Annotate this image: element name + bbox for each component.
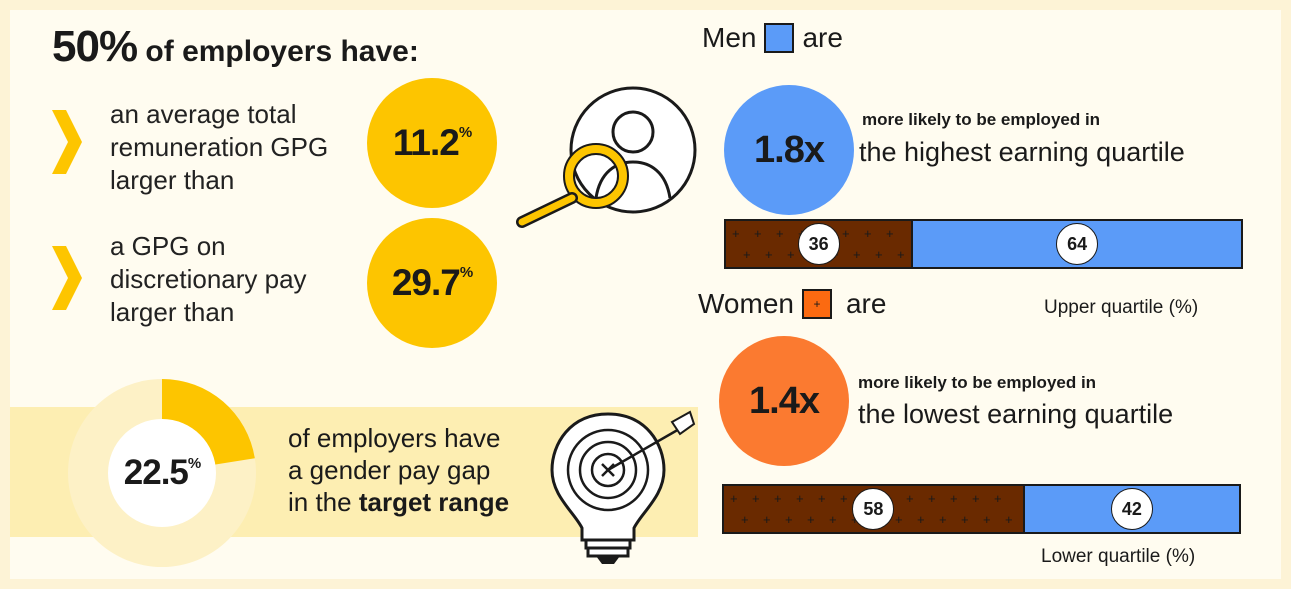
upper-men-value: 64 <box>1056 223 1099 265</box>
magnifier-person-icon <box>516 86 697 228</box>
chevron-right-icon <box>52 246 82 310</box>
pattern-plus-mark: + <box>972 491 980 506</box>
pattern-plus-mark: + <box>983 512 991 527</box>
stat-2-circle: 29.7% <box>367 218 497 348</box>
men-legend-label: Men <box>702 22 757 53</box>
pattern-plus-mark: + <box>730 491 738 506</box>
women-multiplier-circle: 1.4x <box>719 336 849 466</box>
stat-2-line-2: discretionary pay <box>110 264 307 294</box>
lower-men-value: 42 <box>1110 488 1153 530</box>
pattern-plus-mark: + <box>741 512 749 527</box>
pattern-plus-mark: + <box>895 512 903 527</box>
pattern-plus-mark: + <box>776 226 784 241</box>
pattern-plus-mark: + <box>917 512 925 527</box>
pattern-plus-mark: + <box>765 247 773 262</box>
pattern-plus-mark: + <box>842 226 850 241</box>
pattern-plus-mark: + <box>752 491 760 506</box>
lower-quartile-caption: Lower quartile (%) <box>1041 546 1196 567</box>
pattern-plus-mark: + <box>928 491 936 506</box>
pattern-plus-mark: + <box>785 512 793 527</box>
women-legend-label: Women <box>698 288 794 319</box>
pattern-plus-mark: + <box>763 512 771 527</box>
pattern-plus-mark: + <box>875 247 883 262</box>
upper-quartile-caption: Upper quartile (%) <box>1044 297 1199 318</box>
target-text: of employers have a gender pay gap in th… <box>288 422 509 518</box>
target-line-3: in the target range <box>288 487 510 517</box>
pattern-plus-mark: + <box>950 491 958 506</box>
infographic: 50% of employers have: an average total … <box>10 10 1281 579</box>
stat-1-line-3: larger than <box>110 165 235 195</box>
pattern-plus-mark: + <box>840 491 848 506</box>
donut-center: 22.5% <box>108 419 216 527</box>
headline-percent: 50% <box>52 22 138 71</box>
women-legend-suffix: are <box>845 288 887 319</box>
pattern-plus-mark: + <box>796 491 804 506</box>
headline-text: of employers have: <box>145 35 419 68</box>
stat-2-text: a GPG on discretionary pay larger than <box>110 230 307 329</box>
headline: 50% of employers have: <box>52 22 419 72</box>
stat-2-line-1: a GPG on <box>110 231 226 261</box>
pattern-plus-mark: + <box>853 247 861 262</box>
lower-quartile-bar: ++++++++++++++++++++++++++ 58 42 <box>722 484 1241 534</box>
stat-1-text: an average total remuneration GPG larger… <box>110 98 328 197</box>
target-line-2: a gender pay gap <box>288 455 491 485</box>
pattern-plus-mark: + <box>939 512 947 527</box>
pattern-plus-mark: + <box>732 226 740 241</box>
men-legend: Men are <box>702 22 843 54</box>
upper-men-segment: 64 <box>911 221 1241 267</box>
lower-men-segment: 42 <box>1022 486 1239 532</box>
pattern-plus-mark: + <box>807 512 815 527</box>
pattern-plus-mark: + <box>897 247 905 262</box>
women-multiplier: 1.4x <box>749 379 820 422</box>
pattern-plus-mark: + <box>743 247 751 262</box>
stat-1-value: 11.2% <box>392 122 472 163</box>
pattern-plus-mark: + <box>754 226 762 241</box>
men-legend-suffix: are <box>802 22 843 53</box>
pattern-plus-mark: + <box>864 226 872 241</box>
men-quartile-text: the highest earning quartile <box>859 137 1185 167</box>
women-color-swatch: + <box>801 289 832 319</box>
chevron-right-icon <box>52 110 82 174</box>
pattern-plus-mark: + <box>787 247 795 262</box>
lower-women-segment: ++++++++++++++++++++++++++ 58 <box>724 486 1023 532</box>
pattern-plus-mark: + <box>818 491 826 506</box>
men-multiplier-circle: 1.8x <box>724 85 854 215</box>
stat-2-line-3: larger than <box>110 297 235 327</box>
pattern-plus-mark: + <box>774 491 782 506</box>
target-line-1: of employers have <box>288 423 501 453</box>
upper-quartile-bar: ++++++++++++++++ 36 64 <box>724 219 1243 269</box>
pattern-plus-mark: + <box>1005 512 1013 527</box>
pattern-plus-mark: + <box>829 512 837 527</box>
stat-2-value: 29.7% <box>391 262 473 303</box>
women-quartile-text: the lowest earning quartile <box>858 399 1174 429</box>
men-likely-text: more likely to be employed in <box>862 110 1101 129</box>
upper-women-segment: ++++++++++++++++ 36 <box>726 221 912 267</box>
pattern-plus-mark: + <box>961 512 969 527</box>
pattern-plus-mark: + <box>886 226 894 241</box>
women-likely-text: more likely to be employed in <box>858 373 1097 392</box>
women-legend: Women + are <box>698 288 886 320</box>
upper-women-value: 36 <box>797 223 840 265</box>
stat-1-line-2: remuneration GPG <box>110 132 329 162</box>
target-value: 22.5% <box>123 453 201 492</box>
stat-1-line-1: an average total <box>110 99 297 129</box>
lightbulb-target-icon <box>550 410 696 564</box>
men-multiplier: 1.8x <box>754 128 825 171</box>
pattern-plus-mark: + <box>994 491 1002 506</box>
lower-women-value: 58 <box>852 488 895 530</box>
men-color-swatch <box>764 23 795 53</box>
pattern-plus-mark: + <box>906 491 914 506</box>
stat-1-circle: 11.2% <box>367 78 497 208</box>
